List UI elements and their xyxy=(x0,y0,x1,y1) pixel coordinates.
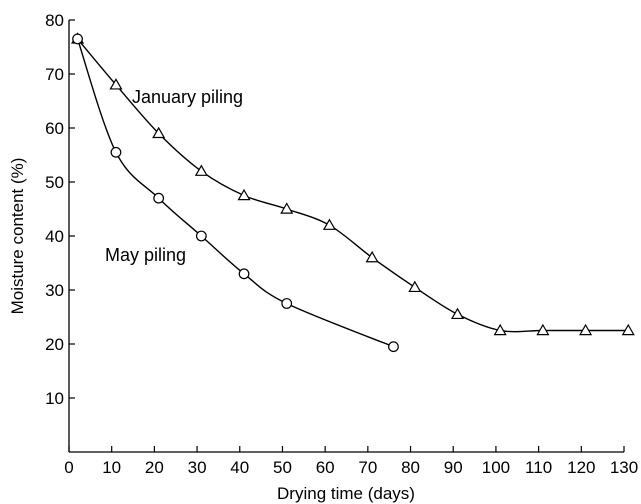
january-piling-point-8 xyxy=(408,280,422,293)
x-tick-label-60: 60 xyxy=(316,458,335,477)
january-piling-point-10 xyxy=(493,323,507,336)
y-axis-title: Moisture content (%) xyxy=(8,158,27,315)
y-tick-label-20: 20 xyxy=(45,335,64,354)
may-piling-point-3 xyxy=(195,230,207,242)
annotation-january-piling: January piling xyxy=(132,87,243,107)
may-piling-point-6 xyxy=(388,341,399,353)
y-tick-label-30: 30 xyxy=(45,281,64,300)
may-piling-line xyxy=(76,38,394,348)
x-tick-label-100: 100 xyxy=(482,458,510,477)
x-axis-title: Drying time (days) xyxy=(277,484,415,503)
may-piling-point-2 xyxy=(153,192,165,204)
january-piling-point-4 xyxy=(237,188,251,201)
y-tick-label-60: 60 xyxy=(45,119,64,138)
january-piling-point-11 xyxy=(536,323,550,336)
annotation-may-piling: May piling xyxy=(105,245,186,265)
may-piling-point-1 xyxy=(110,146,122,158)
x-tick-label-20: 20 xyxy=(145,458,164,477)
january-piling-point-3 xyxy=(194,164,208,176)
y-axis-ticks: 10 20 30 40 50 60 70 80 xyxy=(45,11,75,408)
series-layer xyxy=(71,32,635,353)
january-piling-point-2 xyxy=(152,126,166,139)
january-piling-point-1 xyxy=(109,78,123,90)
x-tick-label-0: 0 xyxy=(64,458,73,477)
x-tick-label-80: 80 xyxy=(401,458,420,477)
x-tick-label-120: 120 xyxy=(567,458,595,477)
x-tick-label-130: 130 xyxy=(610,458,638,477)
x-tick-label-90: 90 xyxy=(444,458,463,477)
may-piling-point-4 xyxy=(238,268,250,280)
y-tick-label-10: 10 xyxy=(45,389,64,408)
january-piling-point-9 xyxy=(450,307,465,320)
january-piling-point-12 xyxy=(579,323,593,336)
x-tick-label-110: 110 xyxy=(525,458,552,477)
january-piling-point-6 xyxy=(322,218,336,230)
y-tick-label-70: 70 xyxy=(45,65,64,84)
y-tick-label-80: 80 xyxy=(45,11,64,30)
january-piling-point-13 xyxy=(621,323,635,336)
january-piling-point-5 xyxy=(280,202,294,214)
x-tick-label-10: 10 xyxy=(102,458,121,477)
x-axis-ticks: 0 10 20 30 40 50 60 70 80 90 100 110 120 130 xyxy=(64,446,638,477)
x-tick-label-30: 30 xyxy=(188,458,207,477)
january-piling-line xyxy=(77,38,629,333)
y-tick-label-40: 40 xyxy=(45,227,64,246)
x-tick-label-70: 70 xyxy=(358,458,377,477)
may-piling-point-0 xyxy=(72,33,83,45)
x-tick-label-40: 40 xyxy=(230,458,249,477)
y-tick-label-50: 50 xyxy=(45,173,64,192)
january-piling-point-7 xyxy=(365,250,379,263)
may-piling-point-5 xyxy=(281,298,293,309)
x-tick-label-50: 50 xyxy=(273,458,292,477)
